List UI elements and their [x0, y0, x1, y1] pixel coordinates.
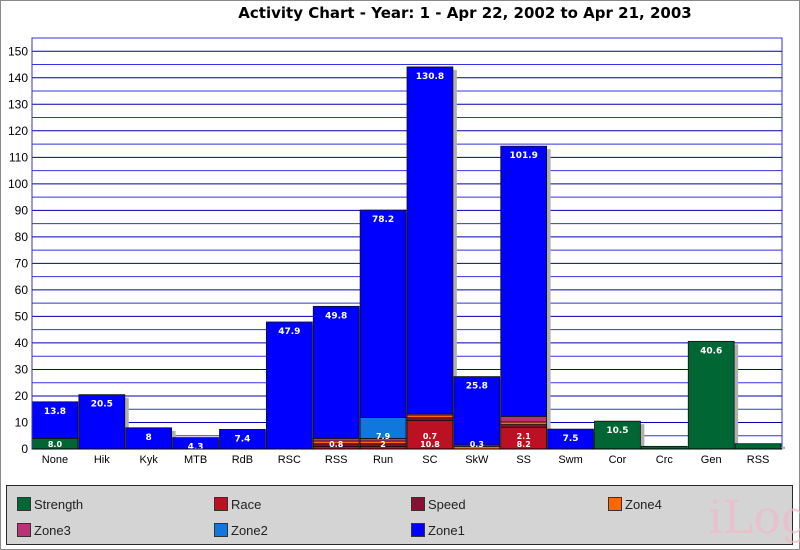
bar-segment	[500, 415, 548, 423]
data-label: 2.1	[517, 432, 532, 441]
data-label: 78.2	[372, 215, 394, 225]
bar-segment	[312, 305, 360, 439]
data-label: 1	[661, 451, 667, 461]
legend-swatch-strength	[17, 497, 31, 511]
data-label: 8.0	[48, 440, 63, 449]
x-tick-label: MTB	[184, 454, 207, 466]
data-label: 0.7	[423, 432, 437, 441]
legend: Strength Race Speed Zone4 Zone3 Zone2 Zo…	[6, 485, 793, 545]
y-tick-label: 110	[9, 150, 28, 164]
legend-item-race: Race	[214, 496, 261, 512]
x-tick-label: Run	[373, 454, 393, 466]
data-label: 8	[146, 433, 152, 443]
y-tick-label: 50	[15, 309, 29, 323]
bar-segment	[359, 209, 407, 418]
y-tick-label: 150	[8, 44, 28, 58]
bar-segment	[31, 401, 79, 439]
legend-label-race: Race	[231, 496, 262, 512]
x-tick-label: RSC	[278, 454, 301, 466]
legend-label-zone3: Zone3	[34, 522, 71, 538]
bar-segment	[406, 419, 454, 450]
legend-swatch-zone4	[608, 497, 622, 511]
bar-segment	[453, 376, 501, 446]
legend-item-zone2: Zone2	[214, 522, 268, 538]
bar-segment	[500, 145, 548, 417]
y-tick-label: 40	[15, 336, 29, 350]
y-tick-label: 130	[8, 97, 28, 111]
data-label: 13.8	[44, 407, 66, 417]
legend-label-zone4: Zone4	[625, 496, 662, 512]
x-tick-label: SC	[422, 454, 437, 466]
x-tick-label: SS	[516, 454, 531, 466]
x-tick-label: RdB	[232, 454, 253, 466]
data-label: 10.8	[420, 440, 440, 449]
y-tick-label: 120	[8, 124, 28, 138]
x-tick-label: RSS	[747, 454, 770, 466]
y-tick-label: 90	[15, 203, 29, 217]
x-tick-label: Swm	[558, 454, 582, 466]
data-label: 7.9	[376, 432, 391, 441]
x-tick-label: Gen	[701, 454, 722, 466]
data-label: 40.6	[700, 346, 722, 356]
data-label: 8.2	[517, 440, 531, 449]
data-label: 20.5	[91, 400, 113, 410]
y-tick-label: 60	[15, 283, 29, 297]
data-label: 2.0	[750, 449, 766, 459]
legend-swatch-zone2	[214, 523, 228, 537]
x-tick-label: None	[42, 454, 68, 466]
legend-label-speed: Speed	[428, 496, 466, 512]
legend-item-speed: Speed	[411, 496, 466, 512]
data-label: 2	[380, 440, 386, 449]
bar-segment	[687, 340, 735, 450]
y-tick-label: 20	[15, 389, 29, 403]
x-tick-label: Crc	[656, 454, 674, 466]
bar-segment	[265, 321, 313, 450]
legend-swatch-zone1	[411, 523, 425, 537]
y-tick-label: 30	[15, 362, 29, 376]
legend-item-zone4: Zone4	[608, 496, 662, 512]
x-tick-label: RSS	[325, 454, 348, 466]
bar-segment	[406, 66, 454, 415]
legend-item-zone3: Zone3	[17, 522, 71, 538]
x-tick-label: Cor	[609, 454, 627, 466]
chart-title: Activity Chart - Year: 1 - Apr 22, 2002 …	[238, 4, 692, 22]
legend-swatch-speed	[411, 497, 425, 511]
data-label: 25.8	[466, 382, 488, 392]
data-label: 130.8	[416, 72, 444, 82]
legend-swatch-zone3	[17, 523, 31, 537]
data-label: 0.8	[329, 440, 344, 449]
data-label: 4.3	[188, 443, 204, 453]
data-label: 49.8	[325, 311, 347, 321]
y-tick-label: 0	[21, 442, 28, 456]
y-tick-label: 140	[8, 71, 28, 85]
legend-label-strength: Strength	[34, 496, 84, 512]
legend-item-zone1: Zone1	[411, 522, 465, 538]
chart-plot: 0 10 20 30 40 50 60 70 80 90 100 110 120 130 140 150 13.…	[8, 37, 785, 466]
legend-item-strength: Strength	[17, 496, 83, 512]
y-tick-label: 100	[8, 177, 28, 191]
data-label: 7.5	[563, 434, 579, 444]
ilog-watermark: iLog	[708, 490, 800, 544]
data-label: 101.9	[509, 151, 537, 161]
legend-swatch-race	[214, 497, 228, 511]
data-label: 10.5	[606, 426, 628, 436]
y-tick-label: 10	[15, 415, 29, 429]
x-tick-label: SkW	[465, 454, 489, 466]
legend-label-zone2: Zone2	[231, 522, 268, 538]
y-tick-label: 70	[15, 256, 29, 270]
y-tick-label: 80	[15, 230, 29, 244]
data-label: 7.4	[234, 434, 250, 444]
x-tick-label: Kyk	[140, 454, 159, 466]
x-tick-label: Hik	[94, 454, 110, 466]
data-label: 47.9	[278, 327, 300, 337]
data-label: 0.3	[470, 440, 484, 449]
bar-segment	[78, 394, 126, 450]
legend-label-zone1: Zone1	[428, 522, 465, 538]
